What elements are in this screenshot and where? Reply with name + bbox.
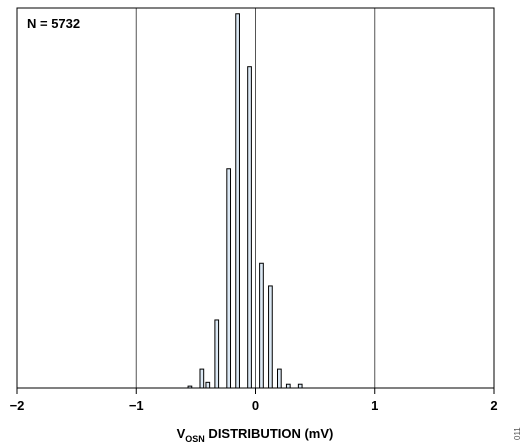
- histogram-bar: [205, 381, 211, 389]
- histogram-bar: [214, 319, 220, 389]
- x-axis-label-subscript: OSN: [185, 434, 205, 444]
- x-tick-label: 0: [252, 398, 259, 413]
- x-tick-labels: −2 −1 0 1 2: [10, 398, 498, 413]
- x-tick-label: 1: [371, 398, 378, 413]
- histogram-bar: [259, 262, 264, 389]
- x-axis-label-main: V: [177, 426, 186, 441]
- figure-id: 011: [513, 427, 522, 440]
- histogram-bars: [187, 13, 303, 389]
- x-axis-label-rest: DISTRIBUTION (mV): [205, 426, 334, 441]
- x-tick-label: 2: [490, 398, 497, 413]
- histogram-bar: [247, 66, 252, 389]
- sample-size-annotation: N = 5732: [27, 16, 80, 31]
- x-tick-label: −1: [129, 398, 144, 413]
- histogram-bar: [226, 168, 232, 389]
- histogram-bar: [268, 285, 273, 389]
- x-axis-label: VOSN DISTRIBUTION (mV): [177, 426, 334, 444]
- histogram-bar: [199, 368, 205, 389]
- x-ticks: [16, 388, 495, 394]
- x-tick-label: −2: [10, 398, 25, 413]
- histogram-bar: [297, 383, 303, 389]
- histogram-bar: [277, 368, 282, 389]
- histogram-bar: [235, 13, 240, 389]
- histogram-bar: [285, 383, 291, 389]
- gridlines: [135, 8, 376, 388]
